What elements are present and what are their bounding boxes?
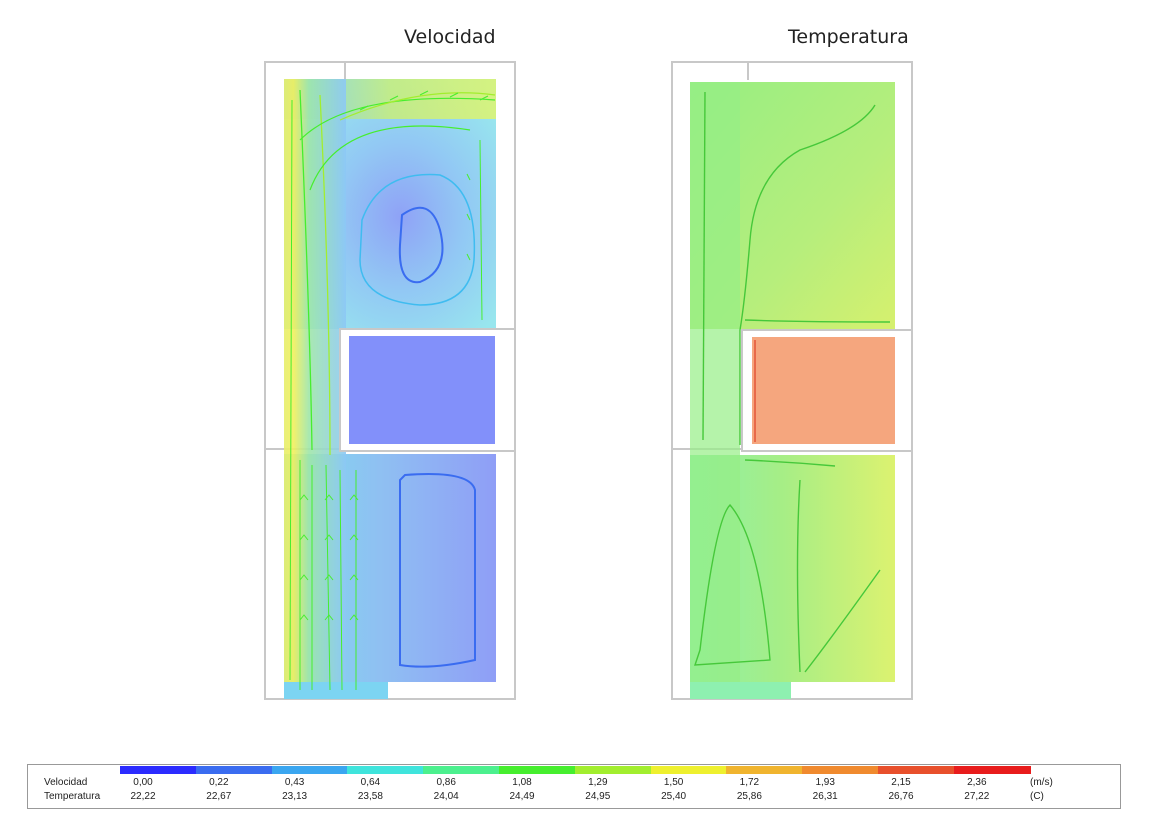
legend-swatch (650, 766, 728, 774)
legend-velocity-tick: 0,43 (284, 777, 305, 788)
legend-temperature-tick: 24,95 (585, 791, 611, 802)
legend-temperature-tick: 27,22 (964, 791, 990, 802)
legend-velocity-tick: 1,08 (512, 777, 532, 788)
legend-temperature-tick: 24,04 (433, 791, 459, 802)
legend-velocity-tick: 2,15 (891, 777, 911, 788)
velocity-obstacle (349, 336, 495, 444)
legend-temperature-tick: 26,31 (812, 791, 838, 802)
legend-velocity-tick: 0,86 (436, 777, 456, 788)
legend-temperature-label: Temperatura (44, 791, 101, 802)
legend-swatch (878, 766, 955, 774)
velocity-jet-column (284, 79, 346, 682)
legend-swatch (953, 766, 1031, 774)
color-legend: Velocidad Temperatura 0,00 0,22 0,43 0,64 0,… (27, 764, 1121, 809)
legend-swatch (499, 766, 576, 774)
legend-swatch (271, 766, 349, 774)
temperature-panel (671, 61, 913, 700)
legend-velocity-tick: 1,72 (739, 777, 760, 788)
legend-swatch (120, 766, 197, 774)
legend-velocity-label: Velocidad (44, 777, 88, 788)
legend-temperature-unit: (C) (1030, 791, 1044, 802)
legend-velocity-tick: 1,93 (815, 777, 835, 788)
legend-swatch (726, 766, 804, 774)
legend-temperature-tick: 25,40 (661, 791, 687, 802)
legend-velocity-tick: 2,36 (967, 777, 987, 788)
legend-temperature-tick: 24,49 (509, 791, 535, 802)
field-plots (264, 61, 913, 700)
legend-velocity-unit: (m/s) (1030, 777, 1053, 788)
legend-temperature-tick: 22,67 (206, 791, 232, 802)
legend-velocity-tick: 0,64 (360, 777, 381, 788)
temperature-title: Temperatura (788, 26, 909, 48)
legend-temperature-tick: 23,13 (282, 791, 308, 802)
legend-temperature-tick: 26,76 (888, 791, 914, 802)
legend-temperature-tick: 23,58 (357, 791, 383, 802)
legend-velocity-tick: 0,22 (209, 777, 229, 788)
legend-swatch (347, 766, 425, 774)
legend-velocity-tick: 0,00 (133, 777, 153, 788)
legend-swatch (802, 766, 879, 774)
legend-swatch (195, 766, 273, 774)
legend-temperature-tick: 25,86 (736, 791, 762, 802)
legend-velocity-tick: 1,29 (588, 777, 608, 788)
velocity-title: Velocidad (404, 26, 496, 48)
temperature-obstacle (752, 337, 895, 444)
legend-temperature-tick: 22,22 (130, 791, 156, 802)
legend-swatch (423, 766, 500, 774)
legend-swatch (574, 766, 652, 774)
velocity-panel (264, 61, 516, 700)
legend-velocity-tick: 1,50 (663, 777, 684, 788)
